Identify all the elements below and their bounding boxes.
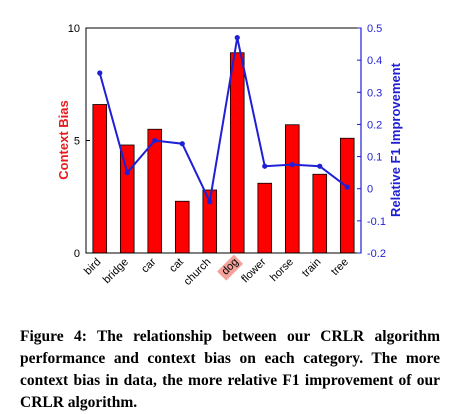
- right-tick-label: 0.4: [367, 55, 382, 67]
- category-label-text: car: [139, 256, 159, 276]
- right-tick-label: 0.1: [367, 152, 382, 164]
- point-cat: [179, 141, 185, 147]
- category-highlight: [217, 254, 244, 281]
- category-label-bridge: bridge: [101, 256, 131, 286]
- right-axis-ticks: -0.2 -0.1 0 0.1 0.2 0.3 0.4 0.5: [357, 23, 386, 260]
- chart: 0 5 10 -0.2 -0.1 0 0.1 0.2 0.3 0.4 0.5 birdbridge…: [56, 23, 403, 288]
- right-tick-label: -0.1: [367, 216, 386, 228]
- point-bridge: [124, 170, 130, 176]
- right-tick-label: -0.2: [367, 248, 386, 260]
- category-label-car: car: [139, 256, 159, 276]
- point-train: [317, 163, 323, 169]
- category-label-flower: flower: [239, 256, 268, 285]
- point-bird: [97, 70, 103, 76]
- category-label-text: train: [300, 256, 324, 280]
- bar-series-context-bias: [92, 52, 355, 254]
- category-label-cat: cat: [167, 256, 186, 275]
- right-tick-label: 0.5: [367, 23, 382, 35]
- category-label-text: tree: [329, 256, 351, 278]
- category-label-tree: tree: [329, 256, 351, 278]
- series-line: [98, 37, 348, 205]
- bar-dog: [229, 52, 245, 254]
- bar-bird: [92, 104, 108, 254]
- left-tick-label: 0: [74, 248, 80, 260]
- right-tick-label: 0.3: [367, 87, 382, 99]
- right-tick-label: 0.2: [367, 119, 382, 131]
- figure-caption: Figure 4: The relationship between our C…: [20, 328, 440, 411]
- category-label-text: flower: [239, 256, 268, 285]
- category-label-church: church: [182, 256, 214, 288]
- bar-car: [147, 128, 163, 254]
- y-axis-label-right: Relative F1 Improvement: [388, 62, 403, 217]
- category-label-text: bird: [82, 256, 103, 277]
- point-church: [207, 198, 213, 205]
- y-axis-label-left: Context Bias: [56, 100, 71, 179]
- bar-train: [312, 173, 328, 254]
- category-label-bird: bird: [82, 256, 103, 277]
- category-label-text: bridge: [101, 256, 131, 286]
- point-car: [152, 137, 158, 144]
- category-label-text: church: [182, 256, 214, 288]
- left-tick-label: 10: [68, 23, 80, 35]
- bar-tree: [339, 137, 355, 254]
- left-axis-ticks: 0 5 10: [68, 23, 90, 260]
- right-tick-label: 0: [367, 184, 373, 196]
- line-series-relative-f1: [97, 35, 350, 205]
- point-horse: [289, 162, 295, 168]
- point-flower: [262, 163, 268, 169]
- category-label-horse: horse: [268, 256, 296, 284]
- bar-bridge: [119, 144, 135, 254]
- category-label-text: horse: [268, 256, 296, 284]
- bar-flower: [257, 182, 273, 254]
- point-dog: [234, 35, 240, 41]
- left-tick-label: 5: [74, 136, 80, 148]
- point-tree: [344, 184, 350, 190]
- bar-cat: [174, 200, 190, 254]
- category-label-train: train: [300, 256, 324, 280]
- category-label-text: cat: [167, 256, 186, 275]
- bar-horse: [284, 124, 300, 254]
